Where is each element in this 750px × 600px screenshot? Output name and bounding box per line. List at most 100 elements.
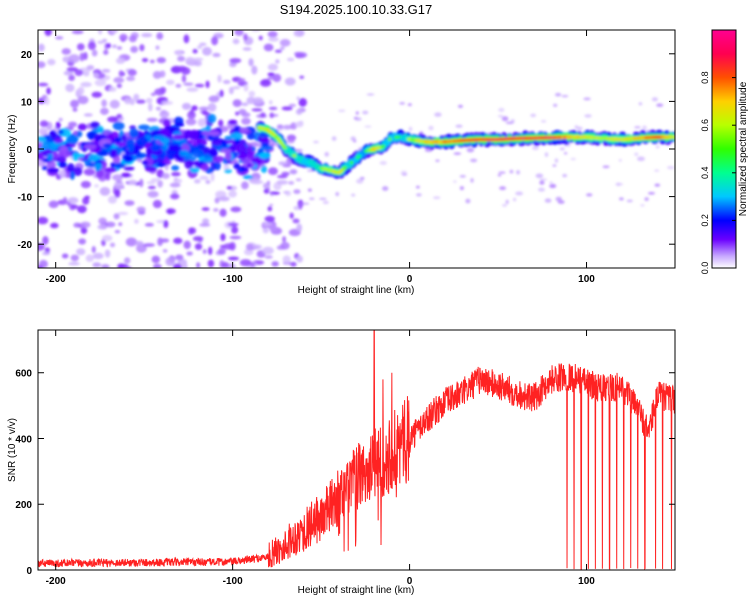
spectrogram-noise-blob (150, 178, 161, 182)
spectrogram-noise-blob (68, 74, 75, 81)
spectrogram-noise-blob (183, 240, 191, 250)
spectrogram-noise-blob (152, 199, 162, 209)
spectrogram-noise-blob (237, 78, 246, 82)
spectrogram-noise-blob (246, 152, 254, 160)
spectrogram-noise-blob (42, 236, 49, 245)
spectrogram-noise-blob (268, 100, 273, 105)
spectrogram-noise-blob (155, 106, 161, 111)
spectrogram-noise-blob (268, 106, 278, 111)
spectrogram-noise-blob (309, 197, 315, 200)
spectrogram-noise-blob (71, 30, 84, 35)
spectrogram-noise-blob (248, 58, 254, 67)
spectrogram-noise-blob (634, 152, 639, 157)
spectrogram-noise-blob (66, 67, 79, 72)
spectrogram-noise-blob (58, 161, 67, 169)
spectrogram-noise-blob (141, 33, 153, 38)
spectrogram-noise-blob (91, 246, 96, 254)
spectrogram-noise-blob (105, 221, 116, 228)
spectrogram-noise-blob (101, 234, 113, 242)
spectrogram-noise-blob (166, 79, 175, 86)
spectrogram-noise-blob (229, 235, 242, 240)
spectrogram-noise-blob (161, 100, 174, 106)
spectrogram-noise-blob (196, 143, 205, 149)
spectrogram-noise-blob (544, 198, 552, 203)
spectrogram-noise-blob (248, 90, 256, 98)
spectrogram-noise-blob (79, 52, 85, 62)
colorbar-tick-label: 0.6 (700, 119, 710, 132)
spectrogram-noise-blob (133, 93, 140, 101)
spectrogram-noise-blob (201, 110, 209, 116)
spectrogram-noise-blob (296, 255, 303, 263)
spectrogram-noise-blob (139, 178, 144, 188)
spectrogram-noise-blob (651, 97, 658, 102)
spectrogram-noise-blob (538, 187, 546, 192)
spectrogram-noise-blob (553, 103, 558, 107)
spectrogram-noise-blob (135, 243, 147, 253)
spectrogram-noise-blob (205, 80, 210, 89)
spectrogram-noise-blob (535, 173, 544, 179)
spectrogram-noise-blob (331, 136, 337, 141)
spectrogram-noise-blob (288, 103, 297, 108)
spectrogram-noise-blob (48, 141, 59, 151)
spectrogram-noise-blob (185, 56, 195, 66)
spectrogram-x-tick-label: -100 (223, 274, 243, 285)
spectrogram-noise-blob (162, 249, 168, 253)
spectrogram-noise-blob (296, 223, 303, 233)
spectrogram-noise-blob (267, 63, 279, 71)
spectrogram-noise-blob (242, 47, 252, 51)
spectrogram-noise-blob (38, 61, 46, 69)
spectrogram-noise-blob (80, 82, 92, 88)
spectrogram-noise-blob (51, 151, 59, 161)
spectrogram-noise-blob (201, 207, 210, 211)
spectrogram-noise-blob (134, 218, 139, 224)
spectrogram-noise-blob (173, 178, 183, 184)
spectrogram-noise-blob (76, 248, 86, 256)
spectrogram-noise-blob (124, 97, 131, 105)
spectrogram-noise-blob (123, 155, 134, 163)
spectrogram-noise-blob (229, 57, 242, 64)
spectrogram-noise-blob (233, 125, 242, 134)
spectrogram-ridge-peak (381, 144, 386, 148)
spectrogram-noise-blob (285, 157, 293, 166)
spectrogram-noise-blob (515, 191, 524, 196)
spectrogram-noise-blob (61, 48, 71, 55)
spectrogram-noise-blob (194, 243, 203, 251)
spectrogram-noise-blob (110, 149, 118, 158)
spectrogram-noise-blob (100, 107, 109, 115)
spectrogram-noise-blob (647, 192, 655, 195)
spectrogram-noise-blob (559, 147, 565, 151)
spectrogram-noise-blob (232, 99, 242, 108)
spectrogram-noise-blob (353, 116, 358, 120)
snr-line-layer (38, 330, 675, 570)
spectrogram-noise-blob (230, 132, 243, 140)
colorbar-tick-label: 0.2 (700, 214, 710, 227)
spectrogram-noise-blob (401, 173, 408, 176)
spectrogram-noise-blob (152, 263, 162, 268)
spectrogram-noise-blob (212, 52, 221, 58)
spectrogram-noise-blob (260, 165, 268, 174)
spectrogram-noise-blob (642, 125, 647, 130)
spectrogram-noise-blob (298, 201, 303, 210)
spectrogram-noise-blob (39, 120, 49, 128)
spectrogram-noise-blob (640, 204, 645, 207)
spectrogram-noise-blob (251, 65, 258, 75)
spectrogram-noise-blob (207, 103, 217, 112)
spectrogram-noise-blob (133, 145, 139, 153)
spectrogram-noise-blob (292, 218, 300, 224)
spectrogram-noise-blob (258, 35, 263, 41)
spectrogram-y-tick-label: -10 (18, 193, 33, 204)
spectrogram-noise-blob (268, 36, 279, 42)
spectrogram-noise-blob (232, 38, 240, 45)
spectrogram-y-tick-label: -20 (18, 240, 33, 251)
spectrogram-noise-blob (266, 187, 271, 192)
snr-y-axis-label: SNR (10 * v/v) (7, 418, 18, 482)
spectrogram-noise-blob (163, 220, 169, 229)
spectrogram-noise-blob (99, 186, 111, 196)
spectrogram-noise-blob (196, 45, 203, 50)
spectrogram-noise-blob (106, 43, 112, 49)
spectrogram-noise-blob (68, 261, 80, 266)
spectrogram-noise-blob (350, 136, 356, 141)
spectrogram-noise-blob (223, 163, 230, 171)
spectrogram-noise-blob (654, 183, 661, 187)
spectrogram-noise-blob (235, 111, 240, 116)
